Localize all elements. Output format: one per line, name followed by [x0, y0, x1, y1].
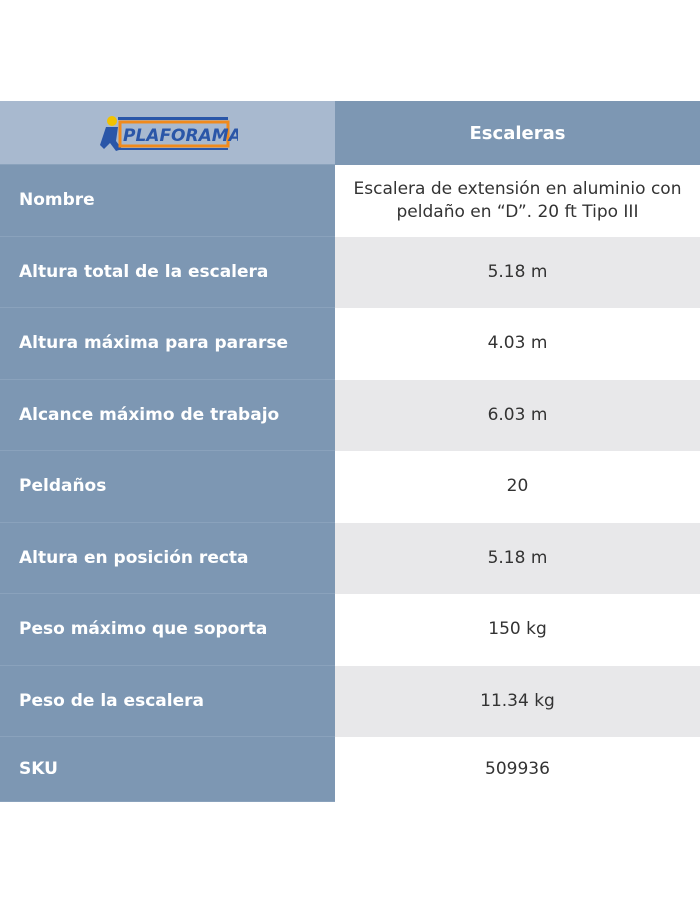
row-label: Altura máxima para pararse: [0, 308, 335, 380]
table-row: Altura máxima para pararse 4.03 m: [0, 308, 700, 380]
row-value: 5.18 m: [335, 522, 700, 594]
row-label: Alcance máximo de trabajo: [0, 379, 335, 451]
row-label: SKU: [0, 737, 335, 802]
row-label: Peso máximo que soporta: [0, 594, 335, 666]
row-label: Altura total de la escalera: [0, 236, 335, 308]
table-row: Peso de la escalera 11.34 kg: [0, 665, 700, 737]
header-category: Escaleras: [335, 101, 700, 165]
row-value: 20: [335, 451, 700, 523]
row-value: Escalera de extensión en aluminio con pe…: [335, 165, 700, 237]
svg-text:PLAFORAMA: PLAFORAMA: [123, 126, 238, 146]
row-value: 509936: [335, 737, 700, 802]
row-value: 6.03 m: [335, 379, 700, 451]
table-row: Peso máximo que soporta 150 kg: [0, 594, 700, 666]
table-row: Nombre Escalera de extensión en aluminio …: [0, 165, 700, 237]
table-row: SKU 509936: [0, 737, 700, 802]
table-row: Altura total de la escalera 5.18 m: [0, 236, 700, 308]
table-row: Alcance máximo de trabajo 6.03 m: [0, 379, 700, 451]
row-value: 150 kg: [335, 594, 700, 666]
row-label: Peldaños: [0, 451, 335, 523]
plaforama-logo-icon: PLAFORAMA: [99, 115, 238, 151]
logo: PLAFORAMA: [0, 101, 335, 165]
row-label: Nombre: [0, 165, 335, 237]
table-row: Peldaños 20: [0, 451, 700, 523]
table-header: PLAFORAMA Escaleras: [0, 101, 700, 165]
row-label: Peso de la escalera: [0, 665, 335, 737]
table-row: Altura en posición recta 5.18 m: [0, 522, 700, 594]
row-label: Altura en posición recta: [0, 522, 335, 594]
spec-table: PLAFORAMA Escaleras Nombre Escalera de ex…: [0, 101, 700, 802]
row-value: 11.34 kg: [335, 665, 700, 737]
row-value: 5.18 m: [335, 236, 700, 308]
row-value: 4.03 m: [335, 308, 700, 380]
